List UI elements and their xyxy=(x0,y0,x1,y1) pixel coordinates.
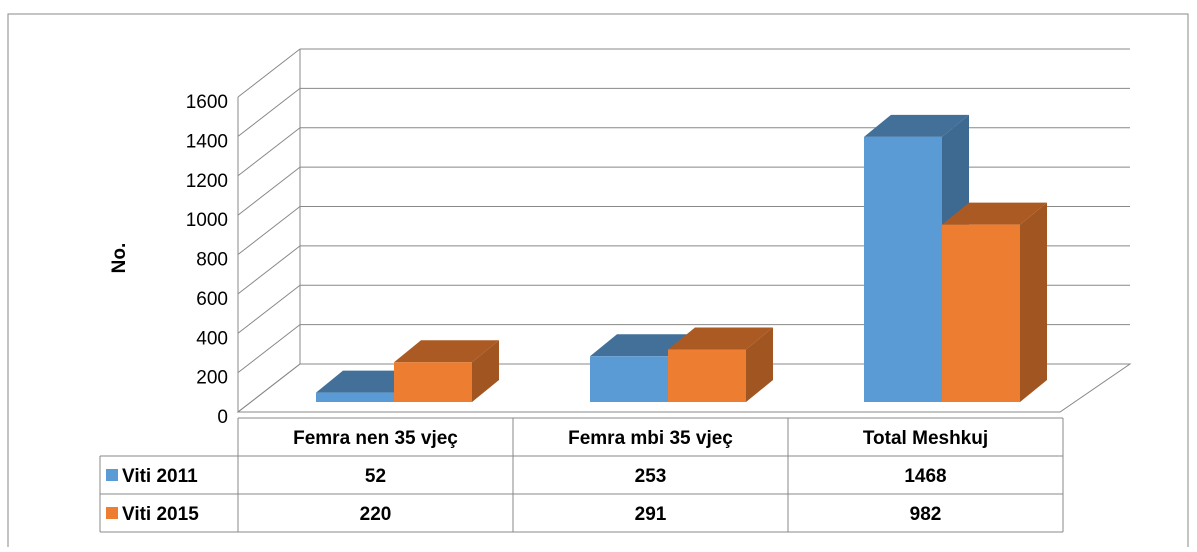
bar-side xyxy=(746,327,773,402)
grid-line xyxy=(237,127,301,177)
grid-line xyxy=(237,166,301,216)
table-value: 291 xyxy=(635,504,667,525)
grid-line xyxy=(237,48,301,98)
bar-side xyxy=(1020,202,1047,402)
grid-line xyxy=(237,284,301,334)
bar xyxy=(668,349,746,402)
table-value: 52 xyxy=(365,466,386,487)
y-tick-label: 1000 xyxy=(186,210,228,231)
table-value: 1468 xyxy=(904,466,946,487)
bar-top xyxy=(864,114,969,137)
legend-swatch xyxy=(106,507,118,519)
bar xyxy=(864,136,942,402)
legend-label: Viti 2015 xyxy=(122,504,199,525)
y-tick-label: 1600 xyxy=(186,92,228,113)
grid-line xyxy=(237,206,301,255)
table-header: Femra mbi 35 vjeç xyxy=(568,428,733,449)
y-tick-label: 400 xyxy=(196,328,228,349)
y-axis-label: No. xyxy=(109,243,130,274)
y-tick-label: 1400 xyxy=(186,131,228,152)
grid-line xyxy=(237,245,301,295)
table-value: 220 xyxy=(360,504,392,525)
grid-line xyxy=(237,324,301,374)
bar-top xyxy=(394,340,499,363)
y-tick-label: 800 xyxy=(196,250,228,271)
bar-top xyxy=(668,327,773,350)
table-value: 253 xyxy=(635,466,667,487)
bar xyxy=(316,392,394,402)
legend-swatch xyxy=(106,469,118,481)
y-tick-label: 0 xyxy=(217,407,228,428)
y-tick-label: 200 xyxy=(196,368,228,389)
table-header: Total Meshkuj xyxy=(863,428,988,449)
bar-side xyxy=(472,340,499,402)
table-header: Femra nen 35 vjeç xyxy=(293,428,458,449)
y-tick-label: 600 xyxy=(196,289,228,310)
bar xyxy=(942,224,1020,402)
bar-top xyxy=(942,202,1047,225)
chart-border xyxy=(7,13,1189,547)
legend-label: Viti 2011 xyxy=(122,466,198,487)
table-value: 982 xyxy=(910,504,942,525)
grid-line xyxy=(237,87,301,137)
y-tick-label: 1200 xyxy=(186,171,228,192)
grid-line xyxy=(237,363,301,413)
bar xyxy=(394,362,472,402)
bar xyxy=(590,356,668,402)
